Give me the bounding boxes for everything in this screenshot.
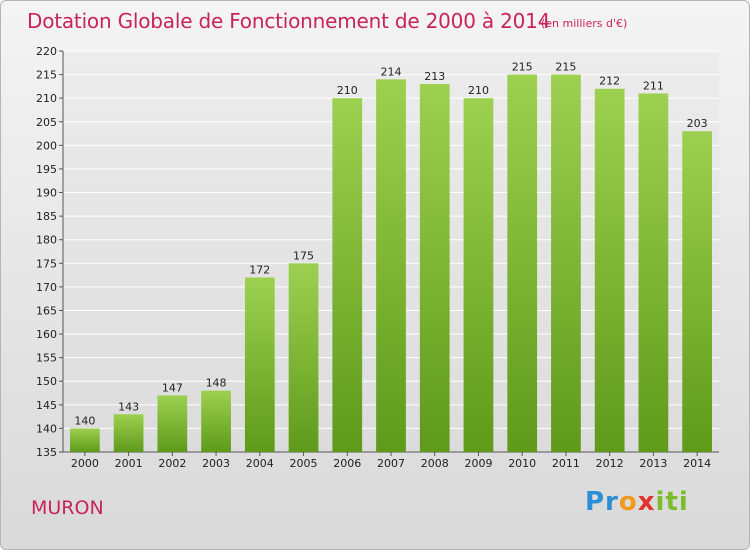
bar (682, 131, 713, 452)
x-tick-label: 2009 (464, 457, 492, 470)
bar (638, 93, 669, 452)
data-label: 215 (512, 61, 533, 74)
bar (113, 414, 144, 452)
x-tick-label: 2001 (115, 457, 143, 470)
y-tick-label: 150 (36, 375, 57, 388)
bar (157, 395, 188, 452)
data-label: 210 (337, 84, 358, 97)
x-tick-label: 2000 (71, 457, 99, 470)
data-label: 143 (118, 400, 139, 413)
data-label: 211 (643, 79, 664, 92)
data-label: 140 (74, 414, 95, 427)
x-tick-label: 2003 (202, 457, 230, 470)
y-tick-label: 155 (36, 352, 57, 365)
place-name: MURON (31, 497, 104, 519)
bar (376, 79, 406, 453)
y-tick-label: 180 (36, 234, 57, 247)
bar (332, 98, 363, 453)
y-tick-label: 175 (36, 257, 57, 270)
data-label: 212 (599, 75, 620, 88)
data-label: 210 (468, 84, 489, 97)
data-label: 148 (206, 377, 227, 390)
y-tick-label: 165 (36, 304, 57, 317)
x-tick-label: 2006 (333, 457, 361, 470)
x-tick-label: 2008 (421, 457, 449, 470)
x-tick-label: 2013 (639, 457, 667, 470)
data-label: 214 (381, 65, 402, 78)
x-tick-label: 2012 (596, 457, 624, 470)
chart-title: Dotation Globale de Fonctionnement de 20… (27, 9, 551, 33)
x-tick-label: 2007 (377, 457, 405, 470)
y-tick-label: 160 (36, 328, 57, 341)
y-tick-label: 210 (36, 92, 57, 105)
x-tick-label: 2014 (683, 457, 711, 470)
y-tick-label: 145 (36, 399, 57, 412)
y-tick-label: 205 (36, 116, 57, 129)
bar (244, 277, 275, 452)
y-tick-label: 195 (36, 163, 57, 176)
y-tick-label: 185 (36, 210, 57, 223)
x-tick-label: 2005 (290, 457, 318, 470)
x-tick-label: 2011 (552, 457, 580, 470)
x-tick-label: 2002 (158, 457, 186, 470)
data-label: 147 (162, 381, 183, 394)
y-tick-label: 140 (36, 422, 57, 435)
y-tick-label: 220 (36, 45, 57, 58)
y-tick-label: 200 (36, 139, 57, 152)
data-label: 175 (293, 249, 314, 262)
bar (463, 98, 494, 453)
bar (201, 390, 231, 452)
bar (594, 88, 625, 452)
data-label: 215 (555, 61, 576, 74)
bar (69, 428, 100, 452)
y-tick-label: 190 (36, 187, 57, 200)
plot-area: 135 140 145 150 155 160 165 170 175 180 185 190 195 2… (36, 45, 719, 470)
data-label: 172 (249, 263, 270, 276)
data-label: 203 (687, 117, 708, 130)
bar (419, 84, 450, 452)
proxiti-logo: Proxiti (585, 487, 689, 517)
x-tick-label: 2010 (508, 457, 536, 470)
y-tick-label: 170 (36, 281, 57, 294)
x-tick-label: 2004 (246, 457, 274, 470)
y-tick-label: 135 (36, 446, 57, 459)
bar (288, 263, 319, 452)
chart-subtitle: (en milliers d'€) (541, 17, 628, 30)
bar (551, 74, 581, 453)
y-tick-label: 215 (36, 69, 57, 82)
data-label: 213 (424, 70, 445, 83)
bar (507, 74, 538, 453)
